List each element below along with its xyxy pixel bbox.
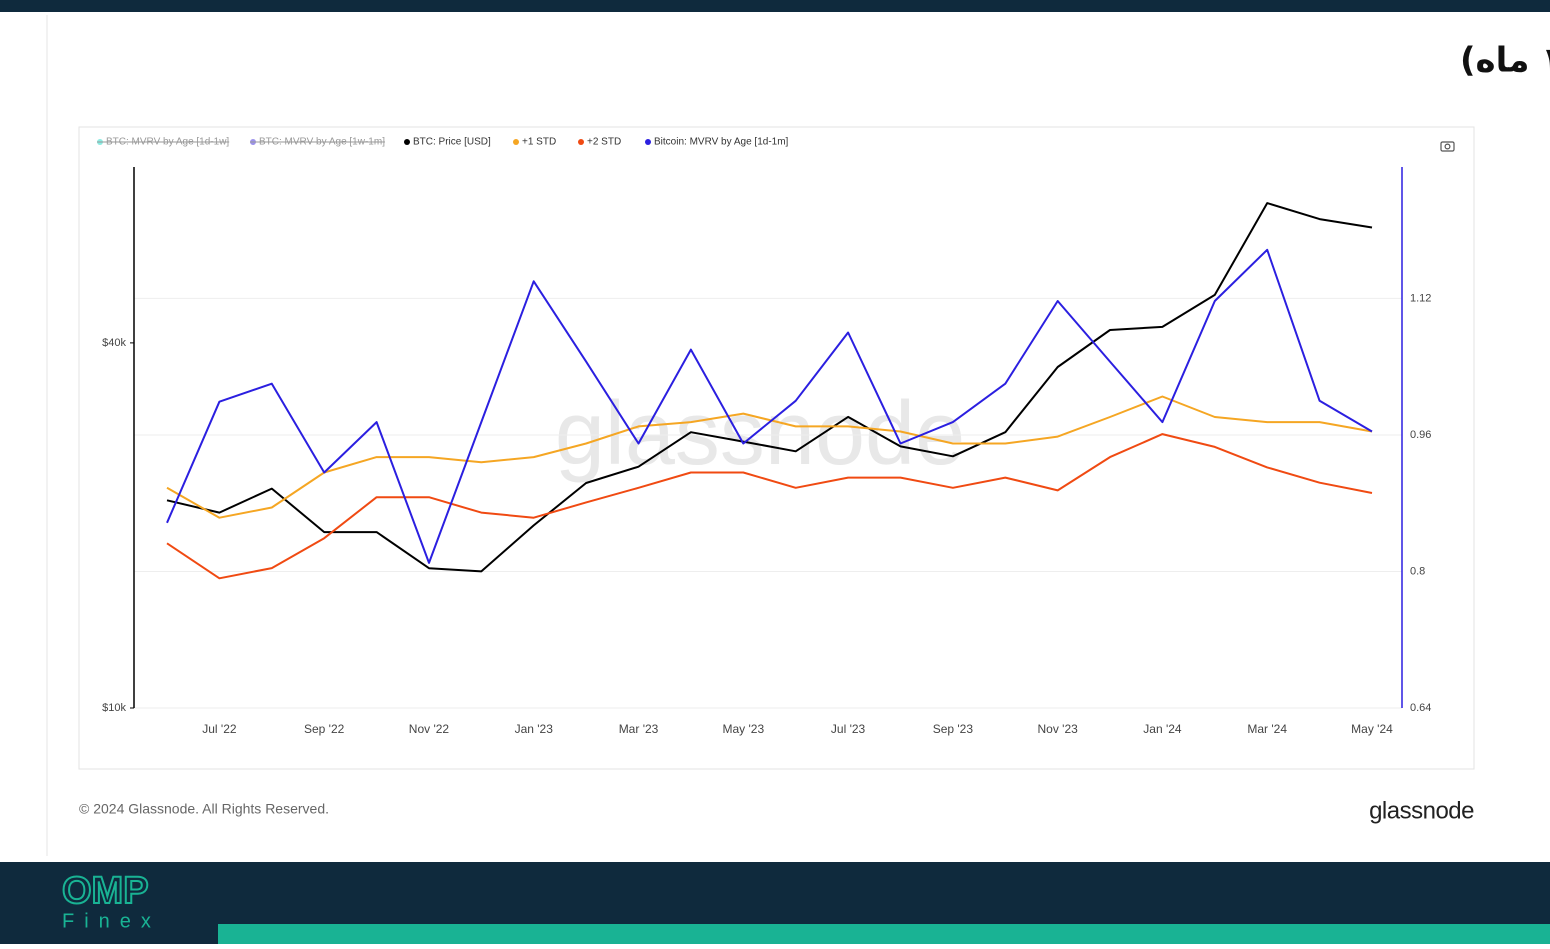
- plot: 0.64 0.8 0.96 1.12 $10k $40k Jul '22 Sep '22 Nov…: [97, 137, 1431, 736]
- x-tick-label: Mar '24: [1247, 722, 1287, 736]
- y2-tick-label: 1.12: [1410, 292, 1431, 304]
- legend-marker: [645, 139, 651, 145]
- series-line: [166, 433, 1373, 580]
- legend-entry[interactable]: +1 STD: [522, 137, 556, 148]
- footer-accent: [218, 924, 1550, 944]
- top-bar: [0, 0, 1550, 12]
- x-tick-label: Jul '23: [831, 722, 866, 736]
- series-line: [166, 202, 1373, 573]
- x-tick-label: Mar '23: [619, 722, 659, 736]
- y2-tick-label: 0.8: [1410, 565, 1425, 577]
- page-title: شاخص MVRV بیت‌کوین برای معامله‌گران هفتگ…: [1460, 41, 1550, 81]
- y-tick-label: $40k: [102, 337, 126, 349]
- x-tick-label: Nov '22: [409, 722, 450, 736]
- legend-entry[interactable]: +2 STD: [587, 137, 621, 148]
- copyright: © 2024 Glassnode. All Rights Reserved.: [79, 801, 329, 817]
- x-tick-label: Sep '23: [933, 722, 974, 736]
- legend-entry[interactable]: Bitcoin: MVRV by Age [1d-1m]: [654, 137, 789, 148]
- x-tick-label: Jan '23: [515, 722, 554, 736]
- logo-top: OMP: [62, 870, 149, 912]
- x-tick-label: May '23: [722, 722, 764, 736]
- y2-tick-label: 0.96: [1410, 429, 1431, 441]
- legend-entry[interactable]: BTC: Price [USD]: [413, 137, 491, 148]
- legend-marker: [578, 139, 584, 145]
- camera-icon[interactable]: [1440, 141, 1455, 152]
- logo-bottom: Finex: [62, 910, 161, 932]
- x-tick-label: Sep '22: [304, 722, 345, 736]
- x-tick-label: Jul '22: [202, 722, 237, 736]
- legend-marker: [404, 139, 410, 145]
- y2-tick-label: 0.64: [1410, 702, 1431, 714]
- x-tick-label: Jan '24: [1143, 722, 1182, 736]
- brand: glassnode: [1369, 797, 1474, 824]
- series-line: [166, 248, 1373, 564]
- y-tick-label: $10k: [102, 702, 126, 714]
- x-tick-label: May '24: [1351, 722, 1393, 736]
- legend-marker: [513, 139, 519, 145]
- x-tick-label: Nov '23: [1037, 722, 1078, 736]
